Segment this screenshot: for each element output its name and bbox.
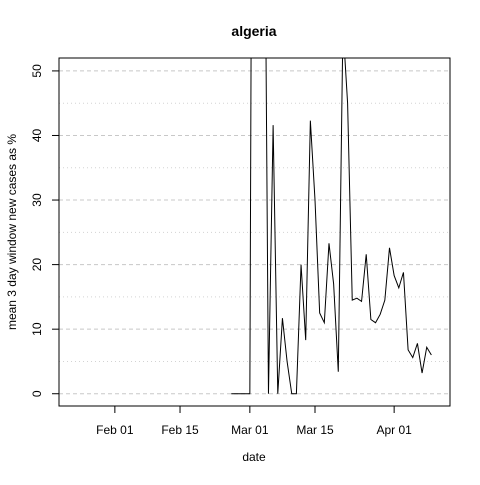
y-tick-label: 30 (30, 193, 44, 207)
plot-frame (58, 57, 451, 407)
x-tick-label: Mar 15 (296, 423, 334, 437)
chart-title: algeria (231, 23, 276, 39)
x-tick-label: Mar 01 (231, 423, 269, 437)
y-tick-label: 10 (30, 322, 44, 336)
y-tick-label: 50 (30, 64, 44, 78)
y-tick-label: 0 (30, 390, 44, 397)
y-tick-label: 40 (30, 128, 44, 142)
x-tick-label: Feb 15 (161, 423, 199, 437)
plot-area (231, 58, 432, 395)
x-tick-label: Apr 01 (376, 423, 412, 437)
y-tick-label: 20 (30, 258, 44, 272)
x-tick-label: Feb 01 (96, 423, 134, 437)
x-axis-label: date (242, 450, 266, 464)
y-axis-label: mean 3 day window new cases as % (5, 134, 19, 330)
data-line (231, 58, 432, 395)
